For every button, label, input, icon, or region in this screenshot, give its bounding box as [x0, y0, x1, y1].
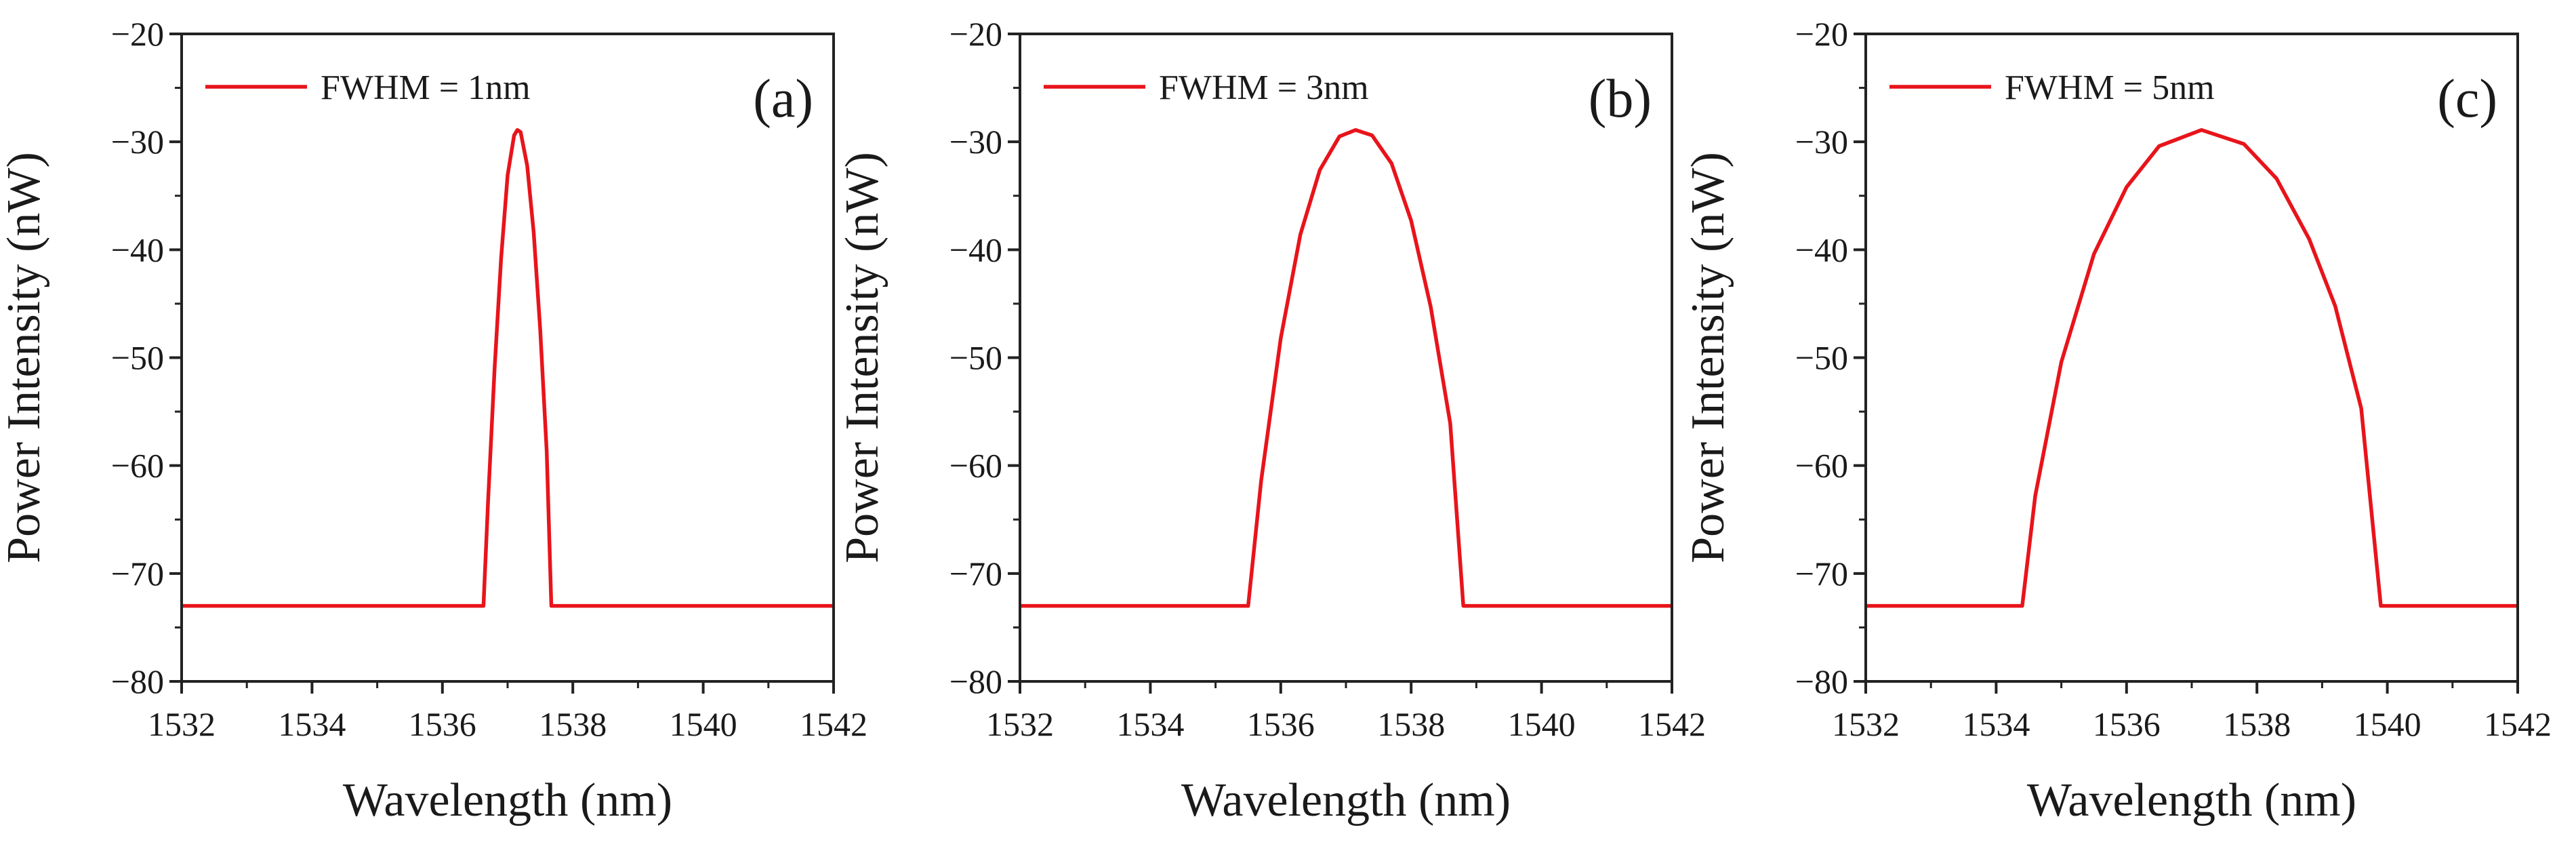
x-tick-label: 1532 — [1832, 705, 1900, 743]
plot-frame — [1019, 33, 1673, 683]
x-tick-label: 1542 — [800, 705, 867, 743]
plot-frame — [1864, 33, 2519, 683]
panel-c: 1532 1534 1536 1538 1540 1542 −20 −30 −40 −50 −60 −… — [1682, 15, 2552, 826]
panel-label: (c) — [2437, 69, 2497, 129]
y-tick-label: −30 — [111, 123, 164, 161]
x-axis-title: Wavelength (nm) — [1181, 774, 1511, 826]
y-tick-label: −20 — [1795, 15, 1848, 53]
x-tick-label: 1532 — [986, 705, 1054, 743]
y-axis-title: Power Intensity (nW) — [0, 152, 50, 563]
x-tick-label: 1534 — [1962, 705, 2030, 743]
legend-label: FWHM = 3nm — [1159, 68, 1369, 107]
series-line-a — [182, 127, 834, 608]
y-tick-label: −60 — [949, 447, 1002, 485]
x-tick-label: 1540 — [670, 705, 737, 743]
x-tick-label: 1540 — [1508, 705, 1576, 743]
y-tick-label: −40 — [949, 231, 1002, 268]
y-tick-label: −70 — [111, 555, 164, 593]
y-tick-label: −60 — [111, 447, 164, 485]
x-tick-label: 1542 — [2484, 705, 2552, 743]
series-line-c — [1866, 127, 2518, 608]
x-tick-label: 1532 — [148, 705, 216, 743]
legend-label: FWHM = 5nm — [2005, 68, 2215, 107]
panel-b: 1532 1534 1536 1538 1540 1542 −20 −30 −40 −50 −60 −… — [836, 15, 1706, 826]
x-tick-label: 1534 — [1116, 705, 1184, 743]
y-tick-label: −50 — [949, 339, 1002, 377]
y-tick-label: −50 — [111, 339, 164, 377]
y-tick-label: −20 — [111, 15, 164, 53]
y-tick-label: −20 — [949, 15, 1002, 53]
plot-frame — [180, 33, 835, 683]
y-tick-label: −80 — [949, 662, 1002, 700]
y-tick-label: −80 — [111, 662, 164, 700]
x-axis-title: Wavelength (nm) — [2027, 774, 2356, 826]
y-tick-label: −50 — [1795, 339, 1848, 377]
x-tick-label: 1536 — [409, 705, 476, 743]
x-tick-label: 1536 — [1247, 705, 1315, 743]
series-line-b — [1020, 127, 1672, 608]
panel-a: 1532 1534 1536 1538 1540 1542 −20 −30 −40 −50 −60 −… — [0, 15, 867, 826]
y-tick-label: −40 — [111, 231, 164, 268]
y-axis-title: Power Intensity (nW) — [836, 152, 888, 563]
y-tick-label: −70 — [1795, 555, 1848, 593]
y-tick-label: −80 — [1795, 662, 1848, 700]
y-tick-label: −70 — [949, 555, 1002, 593]
x-tick-label: 1536 — [2093, 705, 2161, 743]
x-tick-label: 1538 — [539, 705, 607, 743]
y-tick-label: −60 — [1795, 447, 1848, 485]
panel-label: (b) — [1589, 69, 1652, 129]
y-axis-title: Power Intensity (nW) — [1682, 152, 1734, 563]
x-tick-label: 1538 — [2223, 705, 2291, 743]
x-tick-label: 1542 — [1638, 705, 1706, 743]
y-tick-label: −30 — [1795, 123, 1848, 161]
x-tick-label: 1540 — [2354, 705, 2421, 743]
legend-label: FWHM = 1nm — [321, 68, 531, 107]
x-tick-label: 1534 — [278, 705, 346, 743]
x-axis-title: Wavelength (nm) — [343, 774, 672, 826]
panel-label: (a) — [753, 69, 813, 129]
y-tick-label: −30 — [949, 123, 1002, 161]
y-tick-label: −40 — [1795, 231, 1848, 268]
x-tick-label: 1538 — [1377, 705, 1445, 743]
